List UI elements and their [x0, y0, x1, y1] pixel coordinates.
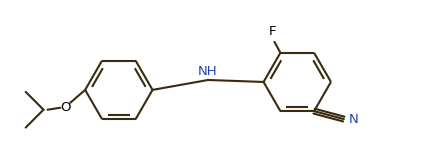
Text: N: N — [349, 113, 359, 126]
Text: NH: NH — [198, 65, 218, 78]
Text: F: F — [269, 25, 276, 38]
Text: O: O — [60, 101, 71, 114]
